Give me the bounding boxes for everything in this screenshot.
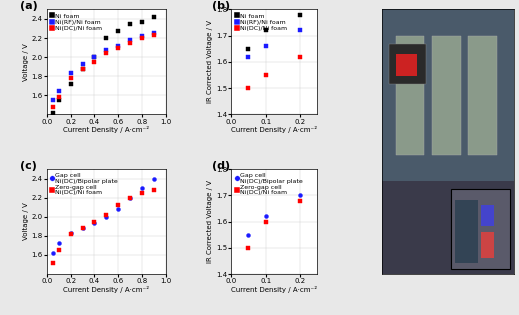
- Point: [102, 51, 111, 56]
- Point: [262, 44, 270, 49]
- Point: [138, 19, 146, 24]
- Bar: [455, 200, 479, 263]
- Point: [54, 95, 63, 100]
- Point: [126, 21, 134, 26]
- Point: [296, 193, 304, 198]
- Point: [296, 12, 304, 17]
- Point: [126, 40, 134, 45]
- Bar: [389, 44, 426, 83]
- Point: [90, 55, 99, 60]
- Point: [244, 245, 253, 250]
- Point: [78, 61, 87, 66]
- Point: [126, 37, 134, 43]
- Point: [102, 212, 111, 217]
- Point: [262, 214, 270, 219]
- Point: [114, 203, 122, 208]
- Point: [54, 98, 63, 103]
- Point: [66, 71, 75, 76]
- Legend: Gap cell
Ni(DC)/Bipolar plate, Zero-gap cell
Ni(DC)/Ni foam: Gap cell Ni(DC)/Bipolar plate, Zero-gap …: [48, 170, 121, 198]
- Y-axis label: Voltage / V: Voltage / V: [22, 203, 29, 240]
- Point: [66, 231, 75, 236]
- Point: [150, 33, 158, 38]
- Text: (b): (b): [212, 1, 230, 11]
- Bar: [383, 181, 514, 274]
- Bar: [450, 189, 510, 269]
- Point: [102, 214, 111, 219]
- X-axis label: Current Density / A·cm⁻²: Current Density / A·cm⁻²: [63, 286, 149, 293]
- Legend: Gap cell
Ni(DC)/Bipolar plate, Zero-gap cell
Ni(DC)/Ni foam: Gap cell Ni(DC)/Bipolar plate, Zero-gap …: [233, 170, 305, 198]
- Point: [244, 232, 253, 237]
- Bar: [468, 36, 497, 155]
- Point: [54, 248, 63, 253]
- Point: [138, 186, 146, 191]
- Point: [150, 31, 158, 36]
- Point: [244, 86, 253, 91]
- Point: [126, 195, 134, 200]
- Point: [90, 60, 99, 65]
- X-axis label: Current Density / A·cm⁻²: Current Density / A·cm⁻²: [63, 126, 149, 133]
- Point: [114, 29, 122, 34]
- Point: [54, 240, 63, 245]
- Point: [49, 98, 57, 103]
- Y-axis label: Voltage / V: Voltage / V: [22, 43, 29, 81]
- Point: [49, 250, 57, 255]
- Point: [90, 55, 99, 60]
- Point: [78, 226, 87, 231]
- Point: [49, 260, 57, 265]
- Point: [78, 226, 87, 231]
- Point: [78, 66, 87, 71]
- X-axis label: Current Density / A·cm⁻²: Current Density / A·cm⁻²: [231, 126, 317, 133]
- Point: [66, 81, 75, 86]
- Point: [90, 219, 99, 224]
- Y-axis label: IR Corrected Voltage / V: IR Corrected Voltage / V: [207, 20, 213, 103]
- Point: [126, 195, 134, 200]
- X-axis label: Current Density / A·cm⁻²: Current Density / A·cm⁻²: [231, 286, 317, 293]
- Bar: [481, 232, 494, 258]
- Y-axis label: IR Corrected Voltage / V: IR Corrected Voltage / V: [207, 180, 213, 263]
- Point: [296, 198, 304, 203]
- Point: [90, 221, 99, 226]
- Point: [49, 104, 57, 109]
- Bar: [481, 205, 494, 226]
- Point: [66, 76, 75, 81]
- Point: [150, 14, 158, 20]
- Legend: Ni foam, Ni(RF)/Ni foam, Ni(DC)/Ni foam: Ni foam, Ni(RF)/Ni foam, Ni(DC)/Ni foam: [233, 11, 290, 34]
- Point: [102, 36, 111, 41]
- Point: [54, 88, 63, 93]
- Bar: [383, 9, 514, 181]
- Bar: [395, 54, 417, 76]
- Text: (a): (a): [20, 1, 38, 11]
- Point: [102, 48, 111, 53]
- Point: [262, 28, 270, 33]
- Point: [262, 72, 270, 77]
- Point: [78, 66, 87, 71]
- Point: [114, 45, 122, 50]
- Point: [244, 54, 253, 59]
- Bar: [395, 36, 425, 155]
- Point: [296, 54, 304, 59]
- Point: [138, 34, 146, 39]
- Point: [49, 110, 57, 115]
- Point: [150, 187, 158, 192]
- Text: (c): (c): [20, 161, 37, 171]
- Point: [138, 36, 146, 41]
- Text: (d): (d): [212, 161, 230, 171]
- Point: [114, 207, 122, 212]
- Point: [114, 43, 122, 48]
- Bar: [432, 36, 461, 155]
- Point: [150, 176, 158, 181]
- Point: [66, 232, 75, 237]
- Legend: Ni foam, Ni(RF)/Ni foam, Ni(DC)/Ni foam: Ni foam, Ni(RF)/Ni foam, Ni(DC)/Ni foam: [48, 11, 105, 34]
- Point: [244, 46, 253, 51]
- Point: [138, 190, 146, 195]
- Point: [262, 219, 270, 224]
- Point: [296, 28, 304, 33]
